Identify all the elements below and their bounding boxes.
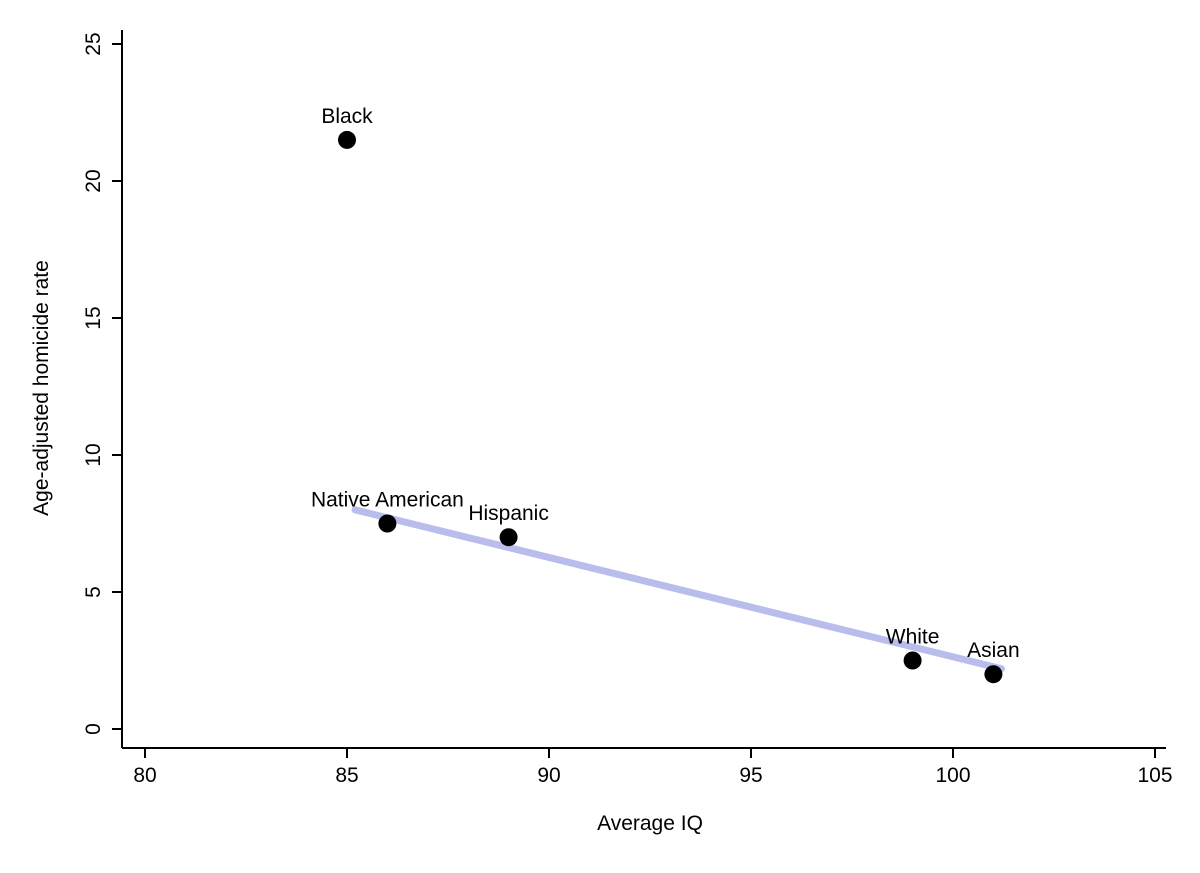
data-point <box>338 130 356 149</box>
data-point <box>984 665 1003 684</box>
x-tick-label: 85 <box>335 764 358 787</box>
x-tick-label: 90 <box>537 764 560 787</box>
x-tick-label: 80 <box>133 764 156 787</box>
y-axis-title: Age-adjusted homicide rate <box>30 260 53 516</box>
point-label: Asian <box>967 639 1020 662</box>
y-axis-ticks: 0 5 10 15 20 25 <box>82 32 122 735</box>
point-label: Black <box>321 105 373 128</box>
y-tick-label: 0 <box>82 723 105 735</box>
fit-line-segment <box>351 506 1005 673</box>
y-tick-label: 15 <box>82 306 105 329</box>
x-tick-label: 100 <box>935 764 970 787</box>
data-point <box>499 528 518 547</box>
fit-line <box>351 506 1005 673</box>
data-point <box>378 514 397 533</box>
x-axis-ticks: 80 85 90 95 100 105 <box>133 748 1173 787</box>
point-label: Hispanic <box>468 502 549 525</box>
data-point <box>903 651 922 670</box>
y-tick-label: 5 <box>82 586 105 598</box>
y-tick-label: 25 <box>82 32 105 55</box>
point-label: Native American <box>311 489 464 512</box>
y-tick-label: 10 <box>82 443 105 466</box>
y-tick-label: 20 <box>82 169 105 192</box>
x-axis-title: Average IQ <box>597 812 703 835</box>
point-label: White <box>886 626 940 649</box>
x-tick-label: 95 <box>739 764 762 787</box>
x-tick-label: 105 <box>1137 764 1172 787</box>
